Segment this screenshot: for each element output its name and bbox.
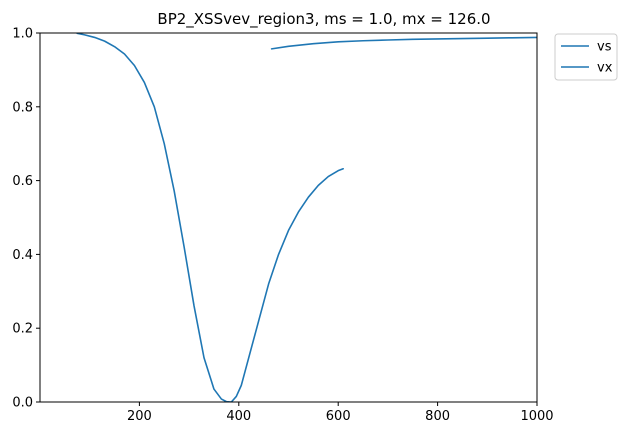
legend: vs vx: [554, 33, 618, 81]
x-tick-label: 1000: [520, 409, 553, 424]
y-axis: 0.0 0.2 0.4 0.6 0.8 1.0: [12, 27, 40, 411]
x-tick-label: 800: [425, 409, 450, 424]
legend-label-vx: vx: [597, 61, 613, 76]
series-layer: [76, 33, 537, 402]
y-tick-label: 0.8: [12, 100, 33, 115]
x-axis: 200 400 600 800 1000: [127, 402, 554, 424]
chart-title: BP2_XSSvev_region3, ms = 1.0, mx = 126.0: [157, 10, 490, 29]
x-tick-label: 600: [326, 409, 351, 424]
x-tick-label: 400: [226, 409, 251, 424]
y-tick-label: 1.0: [12, 27, 33, 42]
series-line-vs: [270, 36, 537, 50]
y-tick-label: 0.4: [12, 248, 33, 263]
x-tick-label: 200: [127, 409, 152, 424]
y-tick-label: 0.0: [12, 396, 33, 411]
legend-label-vs: vs: [597, 40, 612, 55]
y-tick-label: 0.2: [12, 322, 33, 337]
plot-frame: [39, 32, 538, 403]
y-tick-label: 0.6: [12, 174, 33, 189]
series-line-vx: [76, 33, 344, 402]
